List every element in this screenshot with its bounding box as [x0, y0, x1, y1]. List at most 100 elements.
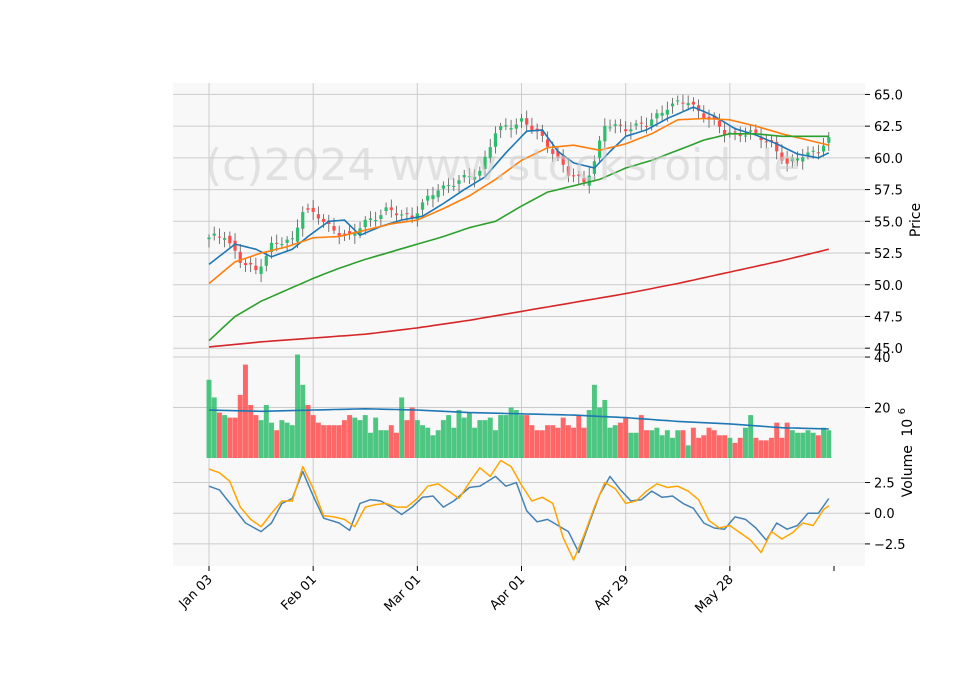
candle-up: [519, 118, 524, 122]
volume-bar: [742, 427, 748, 458]
candle-up: [603, 126, 607, 142]
candle-down: [306, 208, 310, 210]
volume-bar: [284, 422, 290, 458]
candle-up: [806, 152, 810, 156]
volume-bar: [248, 405, 254, 458]
candle-down: [410, 215, 414, 219]
volume-bar: [274, 430, 280, 458]
candle-up: [629, 129, 633, 132]
volume-bar: [675, 430, 681, 458]
candle-down: [785, 157, 789, 164]
candle-down: [764, 141, 768, 143]
price-tick-label: 50.0: [874, 279, 903, 294]
volume-bar: [482, 420, 488, 458]
volume-bar: [446, 415, 452, 458]
volume-axis-label: Volume 10 6: [897, 408, 916, 497]
volume-bar: [597, 407, 603, 458]
moving-average-line-4: [208, 248, 829, 348]
volume-bar: [440, 420, 446, 458]
volume-bar: [607, 427, 613, 458]
candle-up: [504, 125, 508, 127]
volume-bar: [539, 430, 545, 458]
price-panel-background: [173, 83, 865, 352]
candle-up: [295, 227, 300, 242]
volume-bar: [534, 430, 540, 458]
volume-bar: [769, 437, 774, 458]
volume-bar: [258, 420, 264, 458]
candle-up: [478, 170, 482, 176]
candle-up: [473, 176, 477, 180]
volume-bar: [237, 394, 243, 458]
volume-bar: [206, 379, 212, 458]
candle-up: [483, 156, 487, 170]
candle-down: [754, 129, 758, 133]
x-tick-label: Mar 01: [382, 572, 425, 615]
volume-bar: [654, 427, 660, 458]
candle-up: [368, 218, 373, 220]
candle-down: [342, 233, 347, 235]
candle-down: [561, 155, 565, 165]
volume-bar: [727, 437, 733, 458]
candle-up: [290, 238, 294, 240]
volume-bar: [456, 410, 462, 458]
volume-bar: [612, 425, 618, 458]
candle-down: [348, 231, 352, 235]
volume-bar: [550, 425, 556, 458]
volume-bar: [367, 432, 373, 458]
candle-down: [759, 136, 763, 141]
candle-up: [420, 202, 425, 210]
volume-bar: [253, 415, 259, 458]
volume-tick-label: 20: [874, 402, 891, 417]
volume-bar: [222, 415, 228, 458]
volume-bar: [498, 415, 504, 458]
volume-bar: [404, 420, 410, 458]
candle-up: [384, 207, 388, 212]
candle-down: [545, 139, 550, 147]
candle-up: [285, 239, 289, 243]
candle-down: [337, 233, 341, 237]
candle-down: [311, 207, 315, 212]
indicator-tick-label: 2.5: [874, 477, 895, 492]
volume-bar: [716, 435, 722, 458]
candle-down: [566, 166, 570, 176]
candle-up: [790, 157, 794, 162]
volume-bar: [492, 430, 498, 458]
candle-down: [816, 152, 820, 154]
volume-average-line: [208, 407, 829, 430]
candle-down: [639, 122, 643, 124]
volume-bar: [815, 435, 821, 458]
volume-bar: [753, 437, 759, 458]
candle-up: [207, 237, 211, 240]
candle-up: [821, 145, 826, 152]
volume-bar: [211, 397, 217, 458]
indicator-panel: −2.5 0.0 2.5: [173, 458, 906, 566]
candle-down: [577, 174, 581, 176]
candle-down: [618, 124, 623, 126]
svg-text:Volume 10 6: Volume 10 6: [897, 408, 916, 497]
x-tick-label: Feb 01: [278, 572, 320, 614]
volume-bar: [472, 427, 478, 458]
volume-axis-label-base: 10: [900, 419, 916, 437]
volume-bar: [581, 427, 587, 458]
volume-bar: [805, 430, 811, 458]
candle-up: [670, 103, 675, 107]
price-tick-label: 57.5: [874, 184, 903, 199]
candle-up: [493, 133, 498, 147]
candle-up: [436, 190, 440, 198]
volume-bar: [545, 425, 551, 458]
indicator-line-2: [208, 459, 830, 561]
volume-bar: [732, 442, 738, 458]
volume-bar: [331, 425, 337, 458]
candle-down: [723, 129, 727, 135]
volume-bar: [628, 432, 634, 458]
volume-bar: [690, 427, 696, 458]
candle-up: [514, 124, 518, 129]
volume-bar: [800, 432, 806, 458]
price-tick-label: 65.0: [874, 88, 903, 103]
volume-bar: [487, 417, 493, 458]
candle-up: [655, 113, 659, 119]
volume-bar: [826, 430, 832, 458]
volume-bar: [774, 422, 780, 458]
volume-bar: [503, 415, 509, 458]
